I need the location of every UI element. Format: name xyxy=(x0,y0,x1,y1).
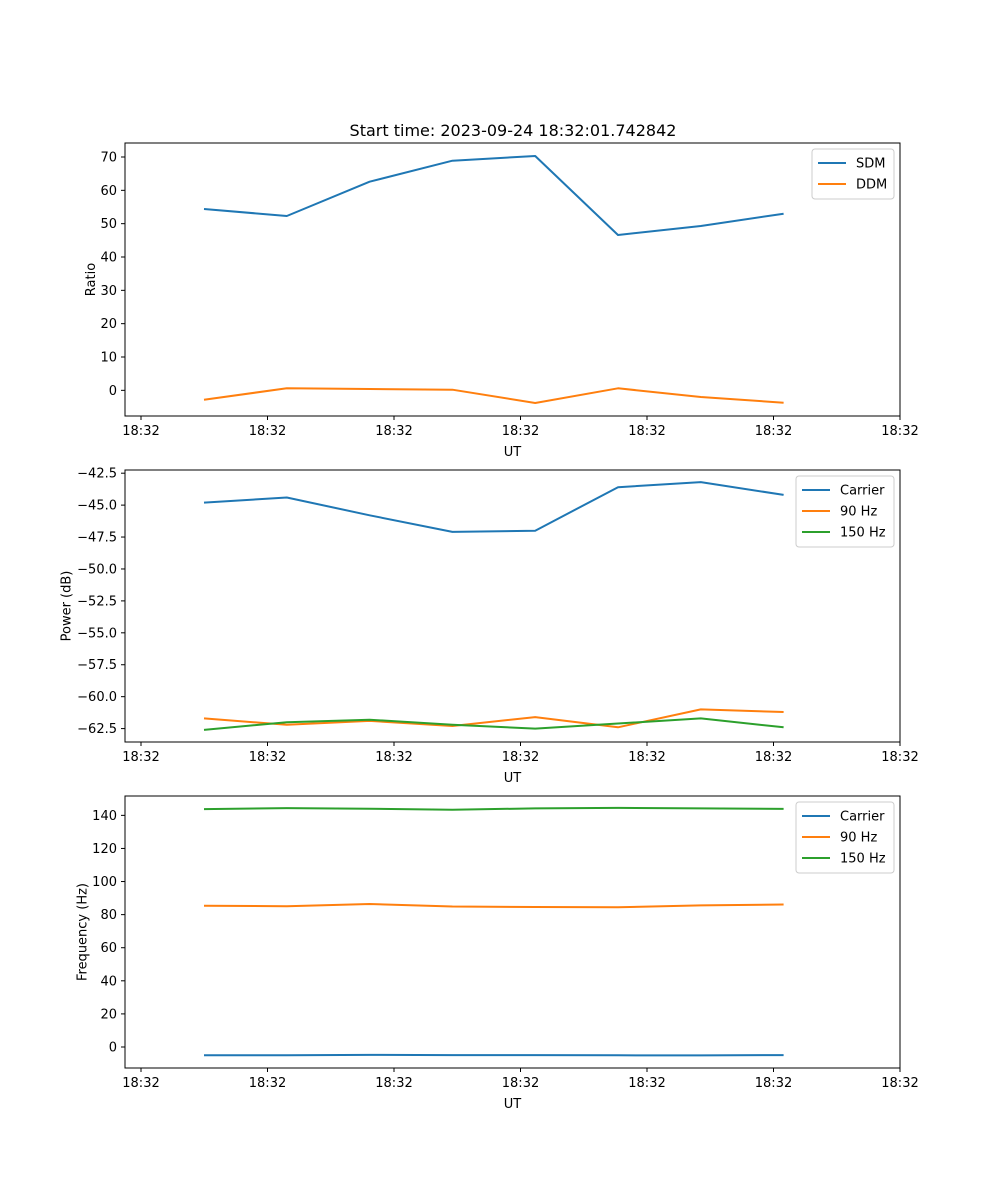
y-tick-label: 120 xyxy=(92,842,117,857)
x-tick-label: 18:32 xyxy=(122,424,159,439)
figure-title: Start time: 2023-09-24 18:32:01.742842 xyxy=(350,121,677,140)
y-tick-label: −60.0 xyxy=(77,690,117,705)
y-tick-label: 40 xyxy=(100,974,117,989)
y-tick-label: 0 xyxy=(109,1040,117,1055)
legend-entry: Carrier xyxy=(840,810,885,825)
x-tick-label: 18:32 xyxy=(375,424,412,439)
series-line-90-hz xyxy=(203,708,784,729)
y-tick-label: 20 xyxy=(100,1007,117,1022)
x-tick-label: 18:32 xyxy=(122,1076,159,1091)
y-tick-label: −45.0 xyxy=(77,499,117,514)
y-tick-label: −55.0 xyxy=(77,626,117,641)
legend-box xyxy=(795,475,895,548)
y-tick-label: 60 xyxy=(100,184,117,199)
y-tick-label: −50.0 xyxy=(77,562,117,577)
legend: SDM DDM xyxy=(811,148,895,200)
x-tick-label: 18:32 xyxy=(502,750,539,765)
y-tick-label: −52.5 xyxy=(77,594,117,609)
x-tick-label: 18:32 xyxy=(122,750,159,765)
x-tick-label: 18:32 xyxy=(881,1076,918,1091)
legend-entry: 90 Hz xyxy=(840,505,877,520)
x-tick-label: 18:32 xyxy=(502,1076,539,1091)
x-tick-label: 18:32 xyxy=(249,1076,286,1091)
y-tick-label: 30 xyxy=(100,284,117,299)
x-tick-label: 18:32 xyxy=(628,1076,665,1091)
y-tick-label: 10 xyxy=(100,351,117,366)
x-tick-label: 18:32 xyxy=(755,750,792,765)
legend-entry: 150 Hz xyxy=(840,852,886,867)
x-tick-label: 18:32 xyxy=(375,1076,412,1091)
legend: Carrier 90 Hz 150 Hz xyxy=(795,475,895,548)
legend: Carrier 90 Hz 150 Hz xyxy=(795,801,895,874)
x-tick-label: 18:32 xyxy=(628,750,665,765)
series-line-sdm xyxy=(203,155,784,236)
x-tick-label: 18:32 xyxy=(755,424,792,439)
legend-entry: DDM xyxy=(856,178,887,193)
y-tick-label: −62.5 xyxy=(77,722,117,737)
y-tick-label: 20 xyxy=(100,317,117,332)
y-tick-label: −47.5 xyxy=(77,531,117,546)
y-tick-label: 100 xyxy=(92,875,117,890)
legend-entry: 150 Hz xyxy=(840,526,886,541)
y-tick-label: −42.5 xyxy=(77,467,117,482)
subplot-1: 18:32 18:32 18:32 18:32 18:32 18:32 18:32 UT 0 10… xyxy=(84,142,919,460)
series-line-90-hz xyxy=(203,903,784,909)
axes-frame xyxy=(124,469,901,743)
x-tick-label: 18:32 xyxy=(502,424,539,439)
y-tick-label: −57.5 xyxy=(77,658,117,673)
axes-frame xyxy=(124,795,901,1069)
y-tick-label: 80 xyxy=(100,908,117,923)
y-axis-label: Frequency (Hz) xyxy=(76,883,91,981)
subplot-3: 18:32 18:32 18:32 18:32 18:32 18:32 18:32 UT 0 20… xyxy=(76,795,919,1112)
series-line-150-hz xyxy=(203,806,784,811)
legend-entry: 90 Hz xyxy=(840,831,877,846)
x-tick-label: 18:32 xyxy=(628,424,665,439)
x-axis-label: UT xyxy=(504,771,522,786)
x-axis-label: UT xyxy=(504,1097,522,1112)
legend-entry: Carrier xyxy=(840,484,885,499)
y-tick-label: 70 xyxy=(100,151,117,166)
legend-box xyxy=(795,801,895,874)
y-tick-label: 40 xyxy=(100,251,117,266)
y-tick-label: 140 xyxy=(92,809,117,824)
y-axis-label: Ratio xyxy=(84,263,99,296)
y-tick-label: 50 xyxy=(100,217,117,232)
x-tick-label: 18:32 xyxy=(249,424,286,439)
series-line-ddm xyxy=(203,387,784,404)
y-tick-label: 0 xyxy=(109,384,117,399)
series-line-carrier xyxy=(204,1053,784,1057)
subplot-2: 18:32 18:32 18:32 18:32 18:32 18:32 18:32 UT −62… xyxy=(60,467,919,786)
y-tick-label: 60 xyxy=(100,941,117,956)
x-axis-label: UT xyxy=(504,445,522,460)
x-tick-label: 18:32 xyxy=(755,1076,792,1091)
series-line-carrier xyxy=(203,481,784,533)
x-tick-label: 18:32 xyxy=(881,750,918,765)
y-axis-label: Power (dB) xyxy=(60,571,75,642)
series-line-150-hz xyxy=(203,717,784,731)
x-tick-label: 18:32 xyxy=(881,424,918,439)
x-tick-label: 18:32 xyxy=(249,750,286,765)
x-tick-label: 18:32 xyxy=(375,750,412,765)
axes-frame xyxy=(124,142,901,417)
legend-box xyxy=(811,148,895,200)
legend-entry: SDM xyxy=(856,157,885,172)
